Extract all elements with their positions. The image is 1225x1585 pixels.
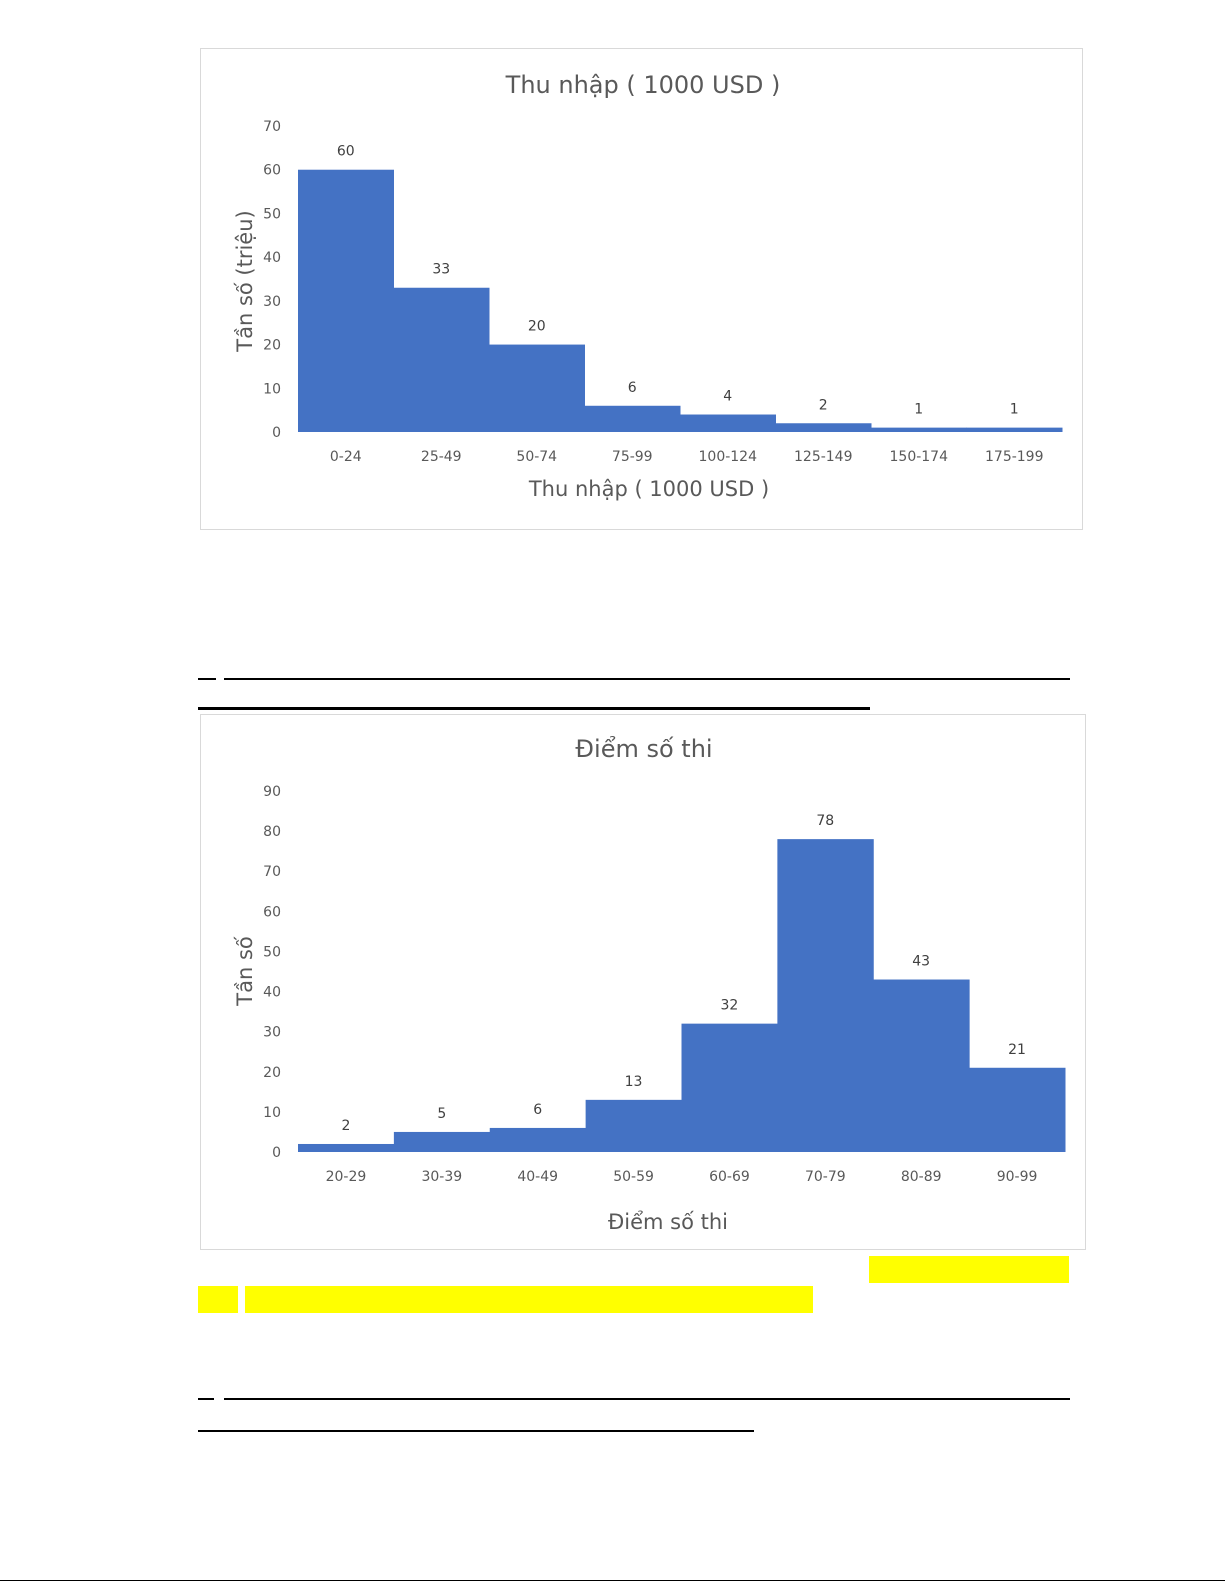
x-axis-label: Điểm số thi: [608, 1210, 728, 1234]
data-label: 2: [819, 397, 828, 413]
exam-score-histogram-chart: Điểm số thi Điểm số thi Tần số 2 5 6 13 32 78…: [200, 714, 1086, 1250]
data-label: 20: [528, 319, 546, 335]
x-tick-label: 50-59: [613, 1169, 654, 1185]
x-tick-label: 0-24: [330, 449, 362, 465]
y-tick-label: 20: [263, 338, 281, 354]
highlight-block: [869, 1256, 1069, 1283]
bar-group: [298, 839, 1066, 1152]
x-tick-group: 20-29 30-39 40-49 50-59 60-69 70-79 80-89 90-99: [326, 1169, 1038, 1185]
data-label: 32: [721, 998, 739, 1014]
y-tick-label: 0: [272, 425, 281, 441]
bar: [681, 1023, 778, 1152]
y-tick-label: 60: [263, 904, 281, 920]
y-tick-label: 90: [263, 784, 281, 800]
bar: [393, 1131, 491, 1152]
data-label: 6: [533, 1102, 542, 1118]
y-tick-label: 80: [263, 824, 281, 840]
income-histogram-svg: Thu nhập ( 1000 USD ) Thu nhập ( 1000 US…: [233, 71, 1063, 501]
data-label: 78: [816, 813, 834, 829]
data-label-group: 2 5 6 13 32 78 43 21: [341, 813, 1026, 1134]
underline-rule: [224, 678, 1070, 680]
y-tick-label: 40: [263, 985, 281, 1001]
data-label: 2: [341, 1118, 350, 1134]
data-label: 33: [432, 262, 450, 278]
x-tick-label: 175-199: [985, 449, 1044, 465]
x-tick-label: 125-149: [794, 449, 853, 465]
bar: [777, 839, 874, 1152]
x-tick-label: 30-39: [421, 1169, 462, 1185]
data-label: 5: [437, 1106, 446, 1122]
y-tick-label: 50: [263, 206, 281, 222]
y-tick-label: 0: [272, 1145, 281, 1161]
x-tick-label: 60-69: [709, 1169, 750, 1185]
bar: [298, 1143, 395, 1152]
data-label: 6: [628, 380, 637, 396]
bar: [871, 427, 967, 432]
bar: [873, 979, 970, 1152]
y-tick-label: 30: [263, 294, 281, 310]
y-tick-label: 20: [263, 1065, 281, 1081]
y-tick-label: 50: [263, 944, 281, 960]
underline-rule: [224, 1398, 1070, 1400]
data-label: 1: [1010, 402, 1019, 418]
data-label: 4: [723, 389, 732, 405]
x-tick-label: 75-99: [612, 449, 653, 465]
exam-score-histogram-svg: Điểm số thi Điểm số thi Tần số 2 5 6 13 32 78…: [233, 735, 1066, 1234]
y-tick-label: 10: [263, 381, 281, 397]
underline-rule: [198, 707, 870, 710]
y-tick-label: 40: [263, 250, 281, 266]
underline-rule: [198, 678, 216, 680]
bar: [584, 405, 681, 432]
x-tick-label: 40-49: [517, 1169, 558, 1185]
x-tick-label: 150-174: [890, 449, 949, 465]
y-tick-label: 10: [263, 1105, 281, 1121]
x-tick-label: 25-49: [421, 449, 462, 465]
data-label: 43: [912, 954, 930, 970]
underline-rule: [198, 1398, 214, 1400]
data-label-group: 60 33 20 6 4 2 1 1: [337, 144, 1019, 418]
x-tick-label: 100-124: [699, 449, 758, 465]
bar: [489, 1127, 587, 1152]
y-axis-label: Tần số: [233, 936, 257, 1007]
highlight-block: [245, 1286, 813, 1313]
underline-rule: [198, 1430, 754, 1432]
chart-title: Thu nhập ( 1000 USD ): [505, 71, 781, 99]
bar-group: [298, 169, 1063, 432]
data-label: 21: [1008, 1042, 1026, 1058]
highlight-block: [198, 1286, 238, 1313]
bar: [489, 344, 585, 432]
income-histogram-chart: Thu nhập ( 1000 USD ) Thu nhập ( 1000 US…: [200, 48, 1083, 530]
x-tick-label: 70-79: [805, 1169, 846, 1185]
data-label: 60: [337, 144, 355, 160]
bar: [969, 1067, 1066, 1152]
bar: [393, 287, 490, 432]
y-tick-group: 0 10 20 30 40 50 60 70 80 90: [263, 784, 281, 1161]
data-label: 13: [625, 1074, 643, 1090]
page-bottom-rule: [0, 1580, 1225, 1581]
bar: [966, 427, 1063, 432]
x-axis-label: Thu nhập ( 1000 USD ): [528, 477, 769, 501]
bar: [680, 414, 776, 432]
y-tick-group: 0 10 20 30 40 50 60 70: [263, 119, 281, 441]
x-tick-group: 0-24 25-49 50-74 75-99 100-124 125-149 150-174…: [330, 449, 1044, 465]
y-tick-label: 60: [263, 163, 281, 179]
x-tick-label: 20-29: [326, 1169, 367, 1185]
y-tick-label: 70: [263, 864, 281, 880]
bar: [298, 169, 394, 432]
bar: [585, 1099, 682, 1152]
y-axis-label: Tần số (triệu): [233, 210, 257, 352]
x-tick-label: 80-89: [901, 1169, 942, 1185]
x-tick-label: 90-99: [997, 1169, 1038, 1185]
y-tick-label: 70: [263, 119, 281, 135]
data-label: 1: [914, 402, 923, 418]
bar: [775, 423, 872, 432]
x-tick-label: 50-74: [516, 449, 557, 465]
chart-title: Điểm số thi: [575, 735, 712, 763]
y-tick-label: 30: [263, 1025, 281, 1041]
